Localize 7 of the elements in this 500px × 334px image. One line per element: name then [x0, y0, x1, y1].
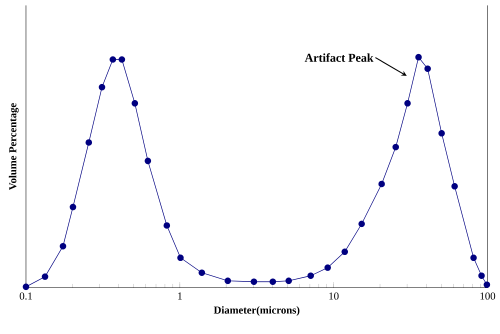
x-tick-label: 1 [178, 292, 182, 300]
x-axis-title: Diameter(microns) [214, 306, 300, 316]
y-axis-title: Volume Percentage [8, 103, 19, 190]
x-tick-label: 10 [329, 292, 339, 300]
annotation: Artifact Peak [304, 53, 374, 62]
x-tick-label: 0.1 [20, 292, 32, 300]
x-tick-label: 100 [480, 292, 496, 300]
